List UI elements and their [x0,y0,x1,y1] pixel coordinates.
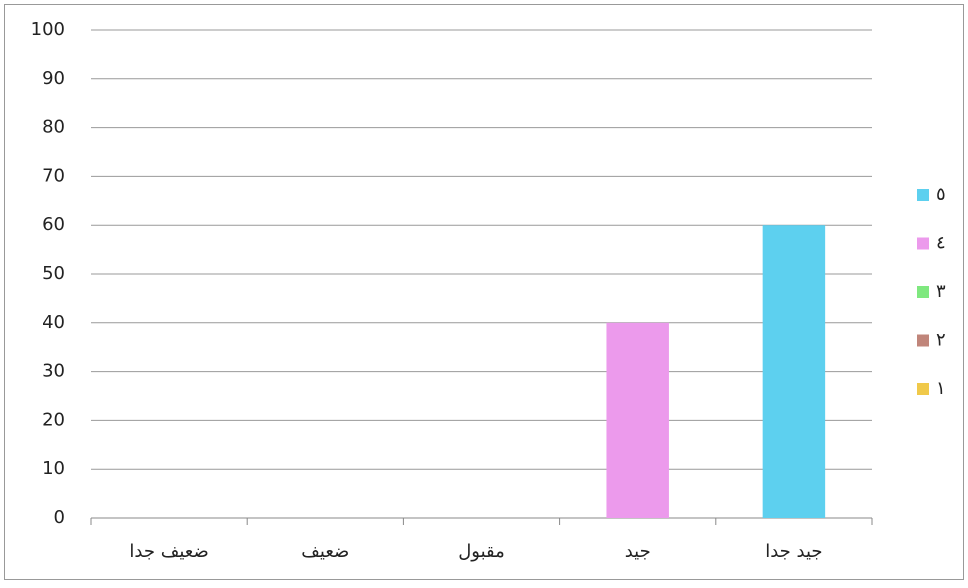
bar [763,225,825,518]
legend-swatch [917,335,929,347]
legend-label: ٥ [936,184,946,205]
x-tick-label: ضعيف [301,541,349,562]
y-tick-label: 0 [54,507,65,528]
chart: 0 10 20 30 40 50 60 70 80 90 100 ضعيف جدا ضعيف مقبول ج… [0,0,968,584]
legend-label: ٢ [936,330,946,351]
x-tick-label: جيد [625,541,651,562]
y-tick-label: 60 [42,214,65,235]
y-tick-label: 50 [42,263,65,284]
x-tick-label: جيد جدا [765,541,822,562]
y-tick-label: 80 [42,117,65,138]
legend-label: ١ [936,378,946,399]
legend-label: ٤ [936,233,946,254]
legend-swatch [917,286,929,298]
y-tick-label: 20 [42,409,65,430]
y-tick-label: 30 [42,361,65,382]
bar [606,323,668,518]
x-tick-label: ضعيف جدا [129,541,208,562]
legend-label: ٣ [936,281,946,302]
y-tick-label: 100 [31,19,65,40]
y-tick-label: 40 [42,312,65,333]
legend-swatch [917,189,929,201]
x-tick-label: مقبول [458,541,505,562]
y-tick-label: 10 [42,458,65,479]
legend-swatch [917,383,929,395]
legend-swatch [917,238,929,250]
y-tick-label: 70 [42,165,65,186]
y-tick-label: 90 [42,68,65,89]
